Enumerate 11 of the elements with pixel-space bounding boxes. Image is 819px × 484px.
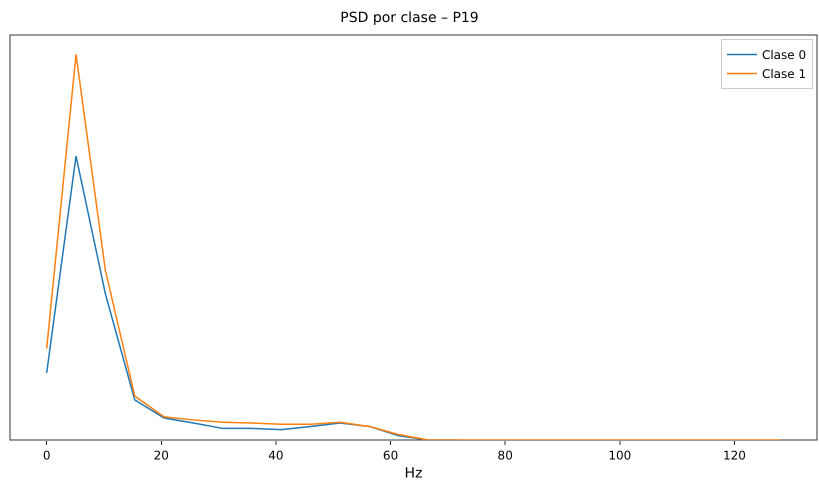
x-tick-label: 60: [382, 448, 398, 462]
x-tick-label: 40: [268, 448, 284, 462]
legend-label: Clase 1: [762, 67, 806, 82]
x-tick-label: 20: [154, 448, 169, 462]
legend-label: Clase 0: [762, 48, 806, 62]
x-axis-title: Hz: [404, 466, 422, 482]
chart-title: PSD por clase – P19: [340, 10, 479, 26]
x-tick-label: 120: [723, 448, 746, 462]
x-tick-label: 0: [42, 448, 50, 462]
x-tick-label: 80: [498, 448, 513, 462]
x-tick-label: 100: [608, 448, 632, 462]
